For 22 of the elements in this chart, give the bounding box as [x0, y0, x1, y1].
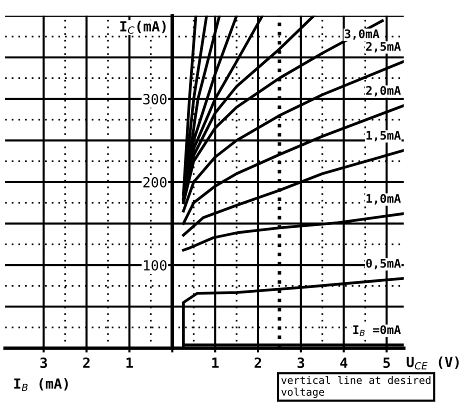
series-label: 0,5mA — [366, 258, 401, 270]
x-tick-label: 2 — [83, 357, 90, 368]
text: I$_{B}$ (mA) — [14, 378, 68, 391]
series-label: 3,0mA — [344, 29, 380, 40]
x-tick-label: 1 — [212, 358, 219, 368]
x-tick-label: 3 — [298, 357, 304, 368]
series-label: I$_{B}$ =0mA — [353, 325, 401, 336]
ref-line-label: vertical line at desired voltage — [281, 376, 430, 398]
x-tick-label: 1 — [126, 358, 133, 368]
y-axis-title: I$_{C}$(mA) — [120, 20, 166, 34]
x-tick-label: 2 — [254, 357, 262, 368]
series-label: 1,5mA — [366, 131, 401, 142]
series-label: 1,0mA — [366, 194, 401, 204]
x-axis-title: U$_{CE}$ (V) — [406, 356, 459, 370]
y-tick-label: 300 — [143, 94, 167, 104]
x-tick-label: 3 — [40, 357, 47, 368]
series-label: 2,5mA — [366, 42, 401, 52]
y-tick-label: 200 — [143, 177, 167, 188]
y-tick-label: 100 — [144, 260, 167, 271]
x-tick-label: 5 — [383, 358, 390, 368]
series-label: 2,0mA — [366, 86, 401, 96]
x-tick-label: 4 — [340, 358, 348, 368]
